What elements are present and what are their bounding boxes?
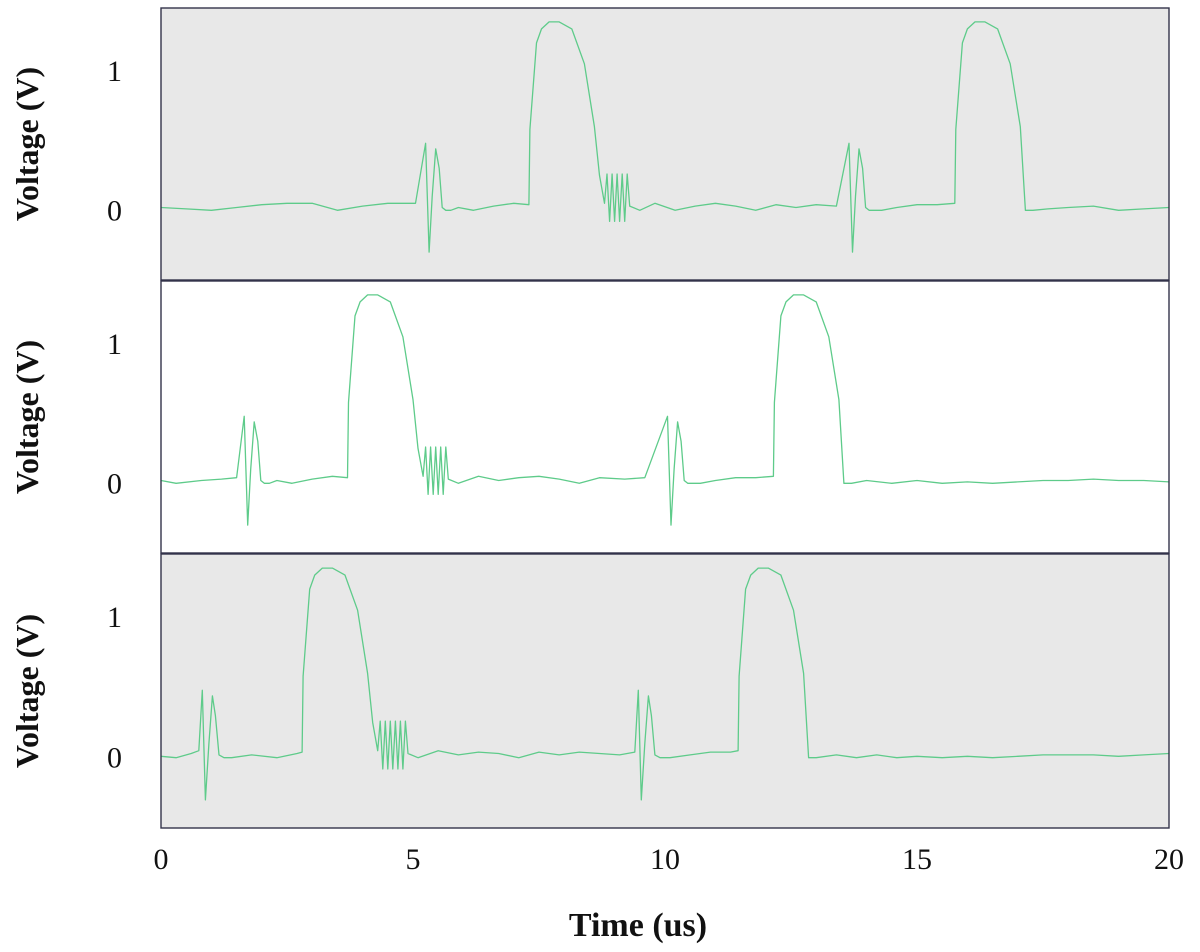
y-tick-label: 1 [107,55,122,88]
y-tick-label: 1 [107,328,122,361]
chart-panel-3: 0 1 Voltage (V) [9,553,1170,829]
x-axis-label: Time (us) [569,907,707,944]
plot-frame [160,7,1170,281]
y-axis-label: Voltage (V) [9,614,45,768]
y-axis-label: Voltage (V) [9,67,45,221]
chart-panel-1: 0 1 Voltage (V) [9,7,1170,281]
y-tick-label: 0 [107,467,122,500]
x-tick-label: 5 [406,843,421,876]
plot-background [161,281,1169,553]
chart-panel-2: 0 1 Voltage (V) [9,280,1170,554]
y-tick-label: 1 [107,601,122,634]
voltage-trace [160,21,1170,253]
voltage-trace [160,294,1170,526]
x-tick-label: 15 [902,843,932,876]
plot-frame [160,280,1170,554]
plot-background [161,8,1169,280]
x-tick-label: 10 [650,843,680,876]
voltage-trace [160,567,1170,801]
y-tick-label: 0 [107,742,122,775]
plot-background [161,554,1169,828]
panels: 0 1 Voltage (V) 0 1 Voltage (V) 0 1 Voltage (V) [9,7,1170,829]
x-axis: 0 5 10 15 20 [154,843,1185,876]
y-tick-label: 0 [107,194,122,227]
x-tick-label: 0 [154,843,169,876]
y-axis-label: Voltage (V) [9,340,45,494]
x-tick-label: 20 [1154,843,1184,876]
plot-frame [160,553,1170,829]
